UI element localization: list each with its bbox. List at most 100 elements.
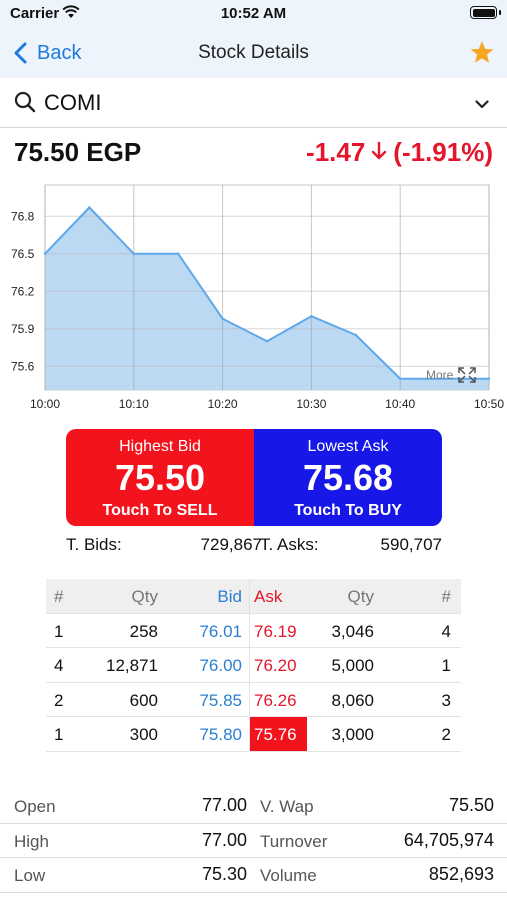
x-tick-label: 10:00 [30,397,60,411]
bid-price: 75.85 [199,690,242,710]
bid-qty: 12,871 [106,656,158,675]
chevron-left-icon [14,42,27,64]
data-point [310,315,313,318]
chart-more-button[interactable]: More [426,366,477,384]
page-title: Stock Details [198,42,309,63]
y-tick-label: 76.8 [11,209,35,223]
stock-stats: Open 77.00 V. Wap 75.50 High 77.00 Turno… [0,789,507,893]
bid-qty: 258 [129,621,158,641]
battery-icon [470,6,497,19]
x-tick-label: 10:20 [208,397,238,411]
navigation-bar: Back Stock Details [0,28,507,78]
ask-qty: 3,046 [331,621,374,641]
open-label: Open [14,797,56,816]
ask-count: 1 [441,656,451,675]
data-point [221,317,224,320]
volume-value: 852,693 [428,864,494,884]
bid-qty: 300 [129,725,158,744]
more-label: More [426,368,454,382]
bid-count: 1 [54,725,64,744]
column-divider [249,648,250,682]
bid-count: 4 [54,656,64,675]
stats-row: Low 75.30 Volume 852,693 [0,858,507,893]
turnover-value: 64,705,974 [403,829,494,850]
stats-row: High 77.00 Turnover 64,705,974 [0,824,507,858]
ask-price: 76.20 [254,656,297,675]
lowest-ask-label: Lowest Ask [307,438,389,455]
price-change: -1.47 (-1.91%) [306,137,493,168]
stats-row: Open 77.00 V. Wap 75.50 [0,789,507,824]
column-divider [249,613,250,647]
ask-count: 2 [441,725,451,744]
y-tick-label: 75.6 [11,359,35,373]
chart-canvas: 76.8 76.5 76.2 75.9 75.6 10:00 10:10 10:20 10:30… [11,184,504,411]
data-point [354,333,357,337]
last-price: 75.50 EGP [14,137,142,167]
column-divider [249,579,250,613]
ask-price: 75.76 [254,725,297,744]
ask-qty: 3,000 [331,725,374,744]
chevron-down-icon[interactable] [475,96,489,114]
high-label: High [14,831,49,851]
data-point [88,206,91,209]
table-row: 4 12,871 76.00 76.20 5,000 1 [46,648,461,683]
table-row: 1 300 75.80 75.76 3,000 2 [46,717,461,752]
header-bid-count: # [54,587,64,606]
highest-bid-label: Highest Bid [119,438,201,455]
x-tick-label: 10:30 [296,397,326,411]
order-book-table: # Qty Bid Ask Qty # 1 258 76.01 76.19 3,… [46,579,461,752]
open-value: 77.00 [201,795,247,815]
touch-to-sell-label: Touch To SELL [102,502,218,519]
total-asks-value: 590,707 [380,535,442,554]
x-tick-label: 10:10 [119,397,149,411]
search-icon [14,91,36,118]
table-row: 2 600 75.85 76.26 8,060 3 [46,682,461,717]
data-point [443,377,446,380]
header-bid-qty: Qty [131,587,158,606]
data-point [132,252,135,255]
change-value: -1.47 [306,137,366,167]
low-value: 75.30 [201,864,247,884]
high-value: 77.00 [201,829,247,850]
data-point [265,340,269,343]
sell-button[interactable]: Highest Bid 75.50 Touch To SELL [66,429,254,526]
symbol-selector[interactable]: COMI [0,78,507,128]
highest-bid-value: 75.50 [114,457,206,498]
buy-button[interactable]: Lowest Ask 75.68 Touch To BUY [254,429,442,526]
clock-time: 10:52 AM [220,5,287,22]
ask-qty: 8,060 [331,690,374,710]
lowest-ask-value: 75.68 [302,457,394,498]
data-point [399,377,402,380]
vwap-label: V. Wap [260,797,314,816]
back-label: Back [37,41,82,64]
battery-tip [499,10,501,15]
low-label: Low [14,866,46,885]
x-tick-label: 10:40 [385,397,415,411]
ask-qty: 5,000 [331,656,374,675]
header-ask-count: # [441,587,451,606]
column-divider [249,682,250,716]
arrow-down-icon [371,137,387,168]
favorite-star-icon[interactable] [469,40,495,70]
bid-qty: 600 [129,690,158,710]
header-ask-qty: Qty [347,587,374,606]
volume-label: Volume [260,866,317,885]
touch-to-buy-label: Touch To BUY [294,502,402,519]
intraday-chart[interactable]: 76.8 76.5 76.2 75.9 75.6 10:00 10:10 10:20 10:30… [0,180,507,420]
data-point [43,252,47,255]
order-book-header: # Qty Bid Ask Qty # [46,579,461,614]
back-button[interactable]: Back [14,38,81,68]
x-tick-label: 10:50 [474,397,504,411]
carrier-label: Carrier [10,5,60,22]
column-divider [249,717,250,751]
bid-count: 1 [54,621,64,641]
ask-count: 3 [441,690,451,710]
data-point [177,252,180,255]
header-bid: Bid [217,587,242,606]
table-row: 1 258 76.01 76.19 3,046 4 [46,613,461,648]
y-tick-label: 76.5 [11,247,35,261]
expand-icon [458,367,477,383]
change-percent: (-1.91%) [393,137,493,167]
y-tick-label: 76.2 [11,284,35,298]
symbol-value: COMI [44,90,102,115]
